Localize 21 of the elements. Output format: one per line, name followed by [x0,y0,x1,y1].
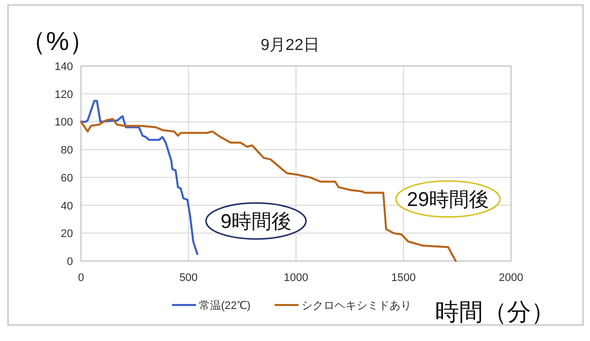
x-tick-label: 500 [179,272,198,284]
x-tick-label: 2000 [498,272,524,284]
x-tick-label: 0 [78,272,84,284]
x-tick-label: 1500 [391,272,416,284]
line-series [80,100,198,256]
y-tick-label: 0 [66,256,73,268]
y-tick-label: 40 [60,200,73,212]
annotation: 9時間後 [220,211,292,233]
y-tick-label: 80 [60,144,73,157]
x-tick-label: 1000 [284,272,308,284]
legend-label: シクロヘキシミドあり [302,300,412,312]
chart-title: 9月22日 [260,37,320,54]
y-tick-label: 100 [54,116,73,129]
legend-label: 常温(22℃) [199,299,251,312]
annotation: 29時間後 [406,189,490,211]
y-tick-label: 60 [60,172,73,184]
x-axis-title: 時間（分） [435,299,555,326]
y-tick-label: 140 [54,61,73,73]
y-axis-title: （%） [20,26,96,56]
y-tick-label: 120 [54,88,73,101]
y-tick-label: 20 [60,228,73,240]
